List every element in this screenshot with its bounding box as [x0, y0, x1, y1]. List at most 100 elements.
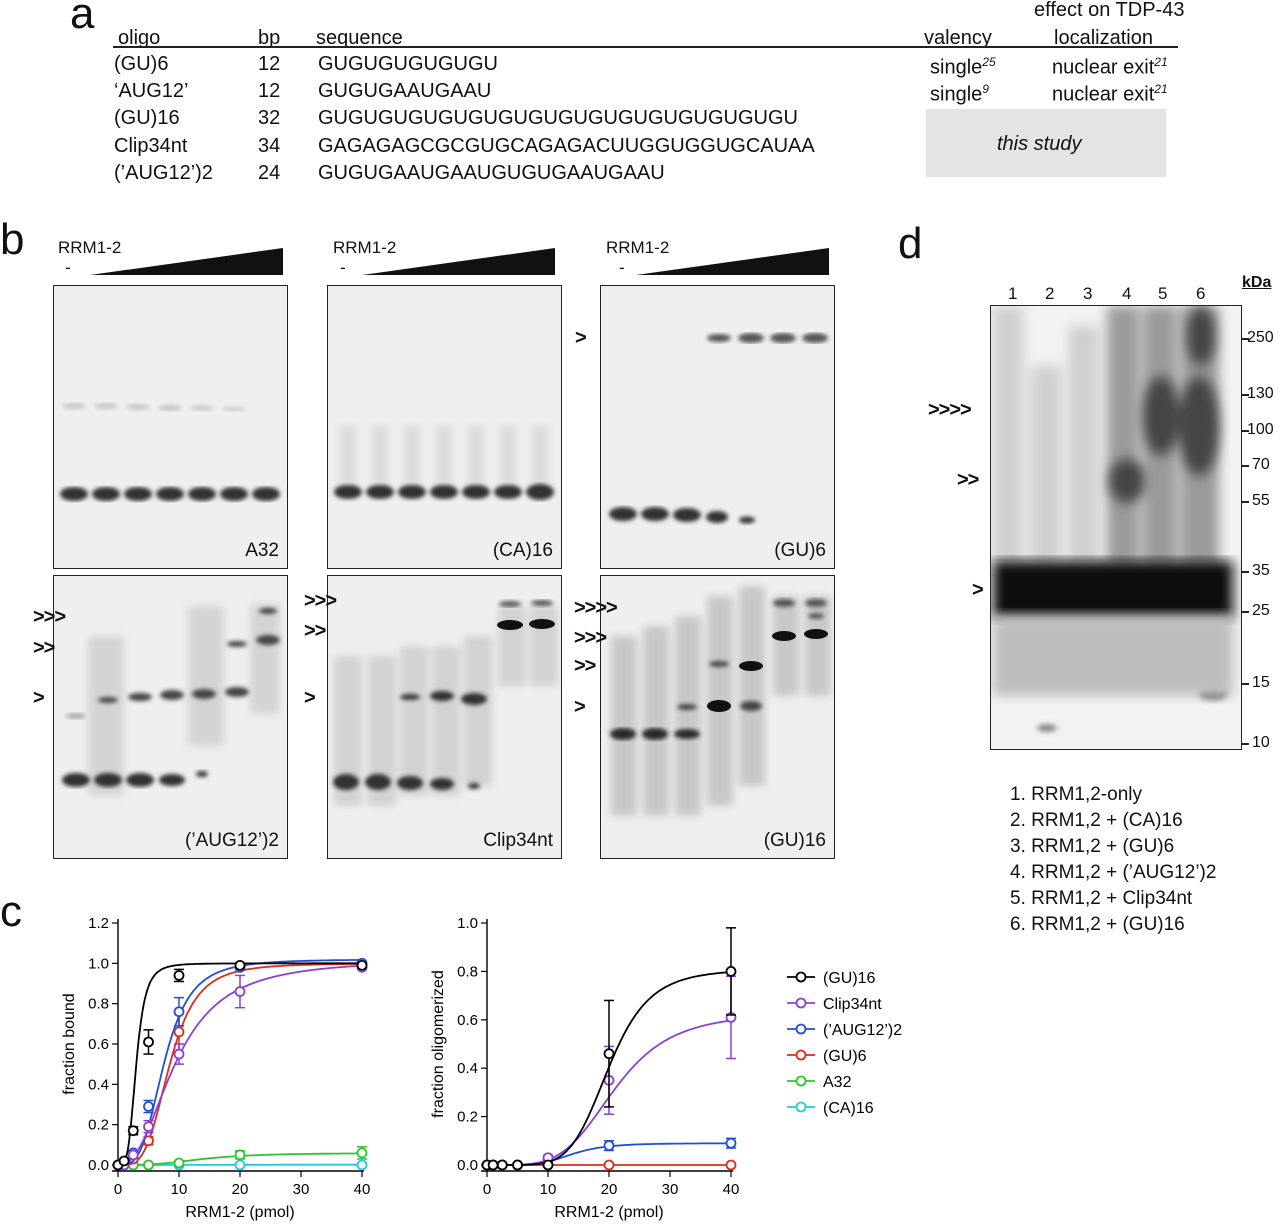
data-point: [725, 1159, 737, 1171]
x-tick-label: 10: [171, 1181, 188, 1198]
x-tick-label: 10: [540, 1181, 557, 1198]
data-point: [143, 1101, 154, 1112]
y-tick-label: 0.6: [457, 1012, 478, 1029]
data-point: [356, 959, 368, 971]
row1-effect: nuclear exit21: [1052, 56, 1168, 78]
minus-label-2: -: [340, 258, 346, 277]
legend-label: A32: [823, 1074, 852, 1091]
gel-clip-bands: [333, 600, 558, 806]
legend-marker: [795, 1023, 807, 1035]
gel-gu6: (GU)6: [600, 285, 835, 569]
mw-10: 10: [1252, 734, 1270, 751]
data-point: [173, 1026, 185, 1038]
data-point: [143, 1036, 154, 1048]
row1-valency-ref: 25: [982, 55, 996, 69]
mw-130: 130: [1247, 385, 1274, 402]
legend-label: (CA)16: [823, 1100, 874, 1117]
chart-fraction-oligomerized: 0.0 0.2 0.4 0.6 0.8 1.0 0 10 20 30 40 RRM1-2 (pmol)…: [430, 915, 740, 1221]
gel-label-ca16: (CA)16: [492, 540, 553, 561]
x-tick-label: 30: [293, 1181, 310, 1198]
data-point: [356, 1147, 368, 1159]
x-tick-label: 0: [114, 1181, 122, 1198]
row1-valency: single25: [930, 56, 996, 78]
gel-aug-bands: [62, 604, 280, 796]
row1-valency-text: single: [930, 56, 983, 79]
x-tick-label: 30: [662, 1181, 679, 1198]
mw-70: 70: [1252, 456, 1270, 473]
header-effect-line1: effect on TDP-43: [1034, 0, 1185, 21]
x-axis-label: RRM1-2 (pmol): [554, 1204, 663, 1221]
row1-oligo: (GU)6: [114, 53, 169, 75]
data-point: [173, 970, 185, 981]
row2-valency-ref: 9: [982, 82, 989, 96]
arrow-aug-1: >: [33, 687, 45, 709]
gel-gu6-bands: [609, 333, 828, 524]
arrow-d-4: >>>>: [928, 399, 972, 421]
y-axis-label: fraction oligomerized: [430, 970, 447, 1118]
legend-label: (GU)6: [823, 1048, 867, 1065]
x-tick-label: 20: [601, 1181, 618, 1198]
row2-sequence: GUGUGAAUGAAU: [318, 80, 492, 102]
gel-label-a32: A32: [245, 540, 279, 561]
arrow-clip-2: >>: [304, 620, 326, 642]
minus-label-3: -: [619, 258, 625, 277]
data-point: [542, 1159, 554, 1171]
row4-sequence: GAGAGAGCGCGUGCAGAGACUUGGUGGUGCAUAA: [318, 135, 815, 157]
data-point: [173, 1006, 185, 1018]
y-tick-label: 0.4: [457, 1060, 478, 1077]
y-tick-label: 0.2: [88, 1117, 109, 1134]
row4-bp: 34: [258, 135, 281, 157]
table-header-rule: [113, 46, 1178, 48]
oligo-table: effect on TDP-43 oligo bp sequence valen…: [0, 0, 1280, 190]
data-point: [512, 1159, 523, 1171]
row5-sequence: GUGUGAAUGAAUGUGUGAAUGAAU: [318, 162, 665, 184]
y-axis-label: fraction bound: [61, 993, 78, 1094]
mw-100: 100: [1247, 421, 1274, 438]
header-sequence: sequence: [316, 27, 403, 49]
arrow-clip-3: >>>: [304, 590, 337, 612]
mw-35: 35: [1252, 562, 1270, 579]
chart-c-legend: (GU)16 Clip34nt (’AUG12’)2 (GU)6 A32 (CA)16: [785, 965, 965, 1125]
rrm-label-2: RRM1-2: [333, 238, 397, 257]
gel-label-gu6: (GU)6: [774, 540, 826, 561]
row1-effect-text: nuclear exit: [1052, 56, 1155, 79]
gel-gu16-bands: [610, 586, 831, 816]
minus-label-1: -: [65, 258, 71, 277]
row2-oligo: ‘AUG12’: [114, 80, 189, 102]
lane-number-5: 5: [1158, 284, 1168, 303]
data-point: [496, 1159, 508, 1171]
gel-aug12-2: (’AUG12’)2: [53, 575, 288, 859]
arrow-gu16-3: >>>: [574, 627, 607, 649]
row2-effect-text: nuclear exit: [1052, 83, 1155, 106]
data-point: [234, 1159, 246, 1171]
x-tick-label: 0: [483, 1181, 491, 1198]
y-tick-label: 0.2: [457, 1109, 478, 1126]
gel-label-gu16: (GU)16: [763, 830, 826, 851]
y-tick-label: 1.0: [88, 955, 109, 972]
gel-label-aug12-2: (’AUG12’)2: [185, 830, 279, 851]
gel-d-legend: 1. RRM1,2-only 2. RRM1,2 + (CA)16 3. RRM…: [1010, 782, 1216, 938]
legend-marker: [795, 971, 807, 983]
lane-number-6: 6: [1196, 284, 1206, 303]
data-point: [118, 1155, 130, 1167]
y-tick-label: 0.8: [457, 963, 478, 980]
gel-clip34nt: Clip34nt: [327, 575, 562, 859]
header-oligo: oligo: [118, 27, 161, 49]
x-tick-label: 20: [232, 1181, 249, 1198]
gel-a32-bands: [60, 403, 280, 501]
row3-oligo: (GU)16: [114, 107, 180, 129]
y-tick-label: 1.2: [88, 915, 109, 932]
gel-d-legend-item-2: 2. RRM1,2 + (CA)16: [1010, 810, 1183, 831]
row2-effect: nuclear exit21: [1052, 83, 1168, 105]
panel-letter-b: b: [0, 215, 25, 264]
gel-a32: A32: [53, 285, 288, 569]
row2-valency-text: single: [930, 83, 983, 106]
data-point: [234, 986, 246, 997]
x-tick-label: 40: [723, 1181, 740, 1198]
gel-d: [990, 305, 1242, 750]
data-point: [234, 959, 246, 971]
gel-ca16: (CA)16: [327, 285, 562, 569]
mw-55: 55: [1252, 492, 1270, 509]
row2-effect-ref: 21: [1154, 82, 1168, 96]
data-point: [487, 1159, 499, 1171]
